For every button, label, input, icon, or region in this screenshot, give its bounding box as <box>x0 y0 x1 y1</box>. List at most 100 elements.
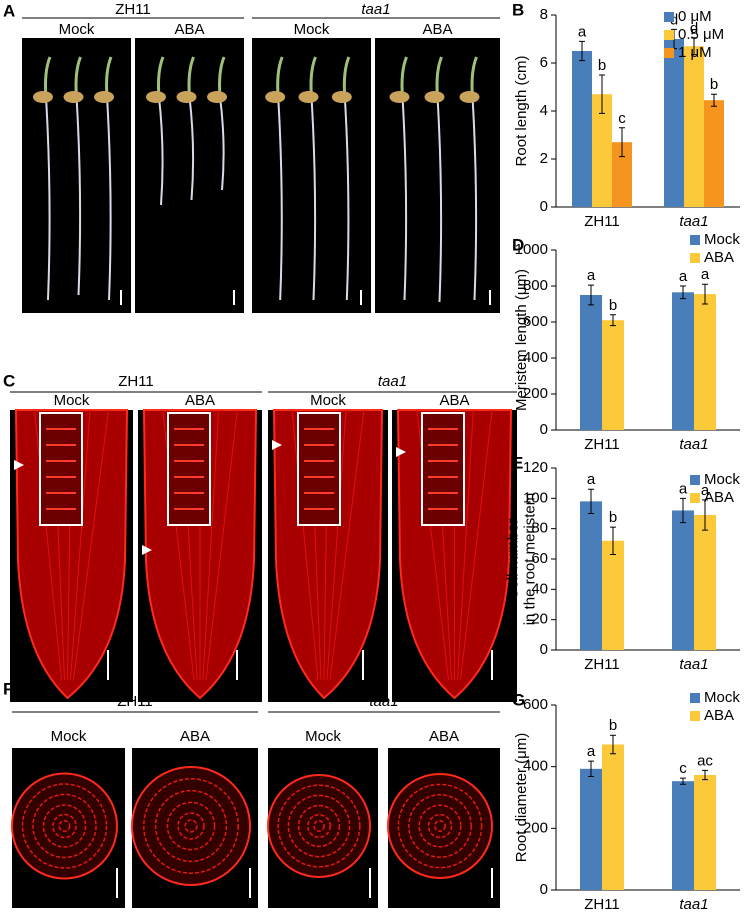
root <box>44 96 51 301</box>
root <box>343 96 350 301</box>
bar <box>612 142 632 207</box>
bar <box>664 39 684 207</box>
bar <box>580 768 602 890</box>
inset <box>167 412 211 526</box>
genotype-label: taa1 <box>361 1 390 18</box>
treatment-label: ABA <box>422 21 452 38</box>
y-tick-label: 1000 <box>515 241 548 258</box>
bar <box>694 294 716 430</box>
legend-label: ABA <box>704 249 734 266</box>
error-bar <box>619 127 625 158</box>
genotype-label: taa1 <box>369 693 398 710</box>
cell-file <box>73 409 109 681</box>
x-tick-label: ZH11 <box>584 656 620 673</box>
significance-label: b <box>609 297 617 314</box>
root-section <box>131 766 251 886</box>
y-tick-label: 0 <box>540 881 548 898</box>
tissue-ring <box>313 820 325 832</box>
tissue-ring <box>154 789 228 863</box>
seed <box>32 91 53 103</box>
significance-label: a <box>701 482 710 499</box>
seed <box>389 91 410 103</box>
bar <box>672 781 694 890</box>
significance-label: b <box>609 717 617 734</box>
tissue-ring <box>58 820 71 832</box>
cell-file <box>329 409 365 681</box>
error-bar <box>702 499 708 531</box>
y-tick-label: 120 <box>523 459 548 476</box>
seed <box>298 91 319 103</box>
tissue-ring <box>418 804 462 848</box>
bar <box>602 540 624 650</box>
x-tick-label: ZH11 <box>584 213 620 230</box>
treatment-label: Mock <box>51 728 87 745</box>
error-bar <box>588 760 594 778</box>
cell-file <box>291 409 319 681</box>
y-tick-label: 80 <box>531 520 548 537</box>
inset <box>39 412 83 526</box>
significance-label: a <box>587 267 596 284</box>
tissue-ring <box>166 801 216 851</box>
legend-swatch <box>690 693 700 703</box>
treatment-label: Mock <box>294 21 330 38</box>
tissue-ring <box>427 813 453 839</box>
panel-letter: F <box>3 679 13 698</box>
legend-swatch <box>690 235 700 245</box>
y-axis-label: Cell number <box>504 519 521 600</box>
error-bar <box>610 314 616 327</box>
seed <box>207 91 228 103</box>
tissue-ring <box>434 820 446 832</box>
cell-file <box>457 409 474 681</box>
y-tick-label: 4 <box>540 102 548 119</box>
error-bar <box>711 93 717 107</box>
bar <box>592 94 612 207</box>
significance-label: a <box>679 268 688 285</box>
tissue-ring <box>177 812 205 840</box>
x-tick-label: ZH11 <box>584 896 620 913</box>
tissue-ring <box>32 793 97 859</box>
legend-swatch <box>664 48 674 58</box>
panel-letter: E <box>512 453 523 472</box>
significance-label: b <box>598 57 606 74</box>
inset <box>297 412 341 526</box>
x-tick-label: taa1 <box>679 656 708 673</box>
genotype-label: taa1 <box>378 373 407 390</box>
y-tick-label: 100 <box>523 489 548 506</box>
root-section <box>11 772 118 880</box>
error-bar <box>702 769 708 781</box>
significance-label: d <box>690 20 698 37</box>
inset <box>421 412 465 526</box>
y-tick-label: 8 <box>540 6 548 23</box>
tissue-ring <box>42 804 87 848</box>
bar <box>694 515 716 650</box>
treatment-label: ABA <box>185 392 215 409</box>
bar <box>602 744 624 890</box>
cell-file <box>205 409 238 681</box>
tissue-ring <box>297 804 341 848</box>
tissue-ring <box>307 814 331 838</box>
bar <box>672 510 694 650</box>
bar <box>580 501 602 650</box>
x-tick-label: taa1 <box>679 213 708 230</box>
significance-label: b <box>710 76 718 93</box>
legend-swatch <box>664 12 674 22</box>
treatment-label: ABA <box>429 728 459 745</box>
y-tick-label: 0 <box>540 421 548 438</box>
cell-file <box>460 409 493 681</box>
y-tick-label: 600 <box>523 696 548 713</box>
cell-file <box>326 409 347 681</box>
root-section <box>387 773 493 879</box>
treatment-label: Mock <box>305 728 341 745</box>
significance-label: ac <box>697 752 713 769</box>
error-bar <box>680 777 686 785</box>
seed <box>94 91 115 103</box>
panel-letter: B <box>512 0 524 19</box>
y-tick-label: 2 <box>540 150 548 167</box>
y-tick-label: 6 <box>540 54 548 71</box>
tissue-ring <box>397 783 483 869</box>
significance-label: a <box>679 480 688 497</box>
legend-label: ABA <box>704 489 734 506</box>
seed <box>331 91 352 103</box>
y-axis-label: Root diameter (μm) <box>513 733 530 863</box>
arrowhead <box>396 447 406 457</box>
